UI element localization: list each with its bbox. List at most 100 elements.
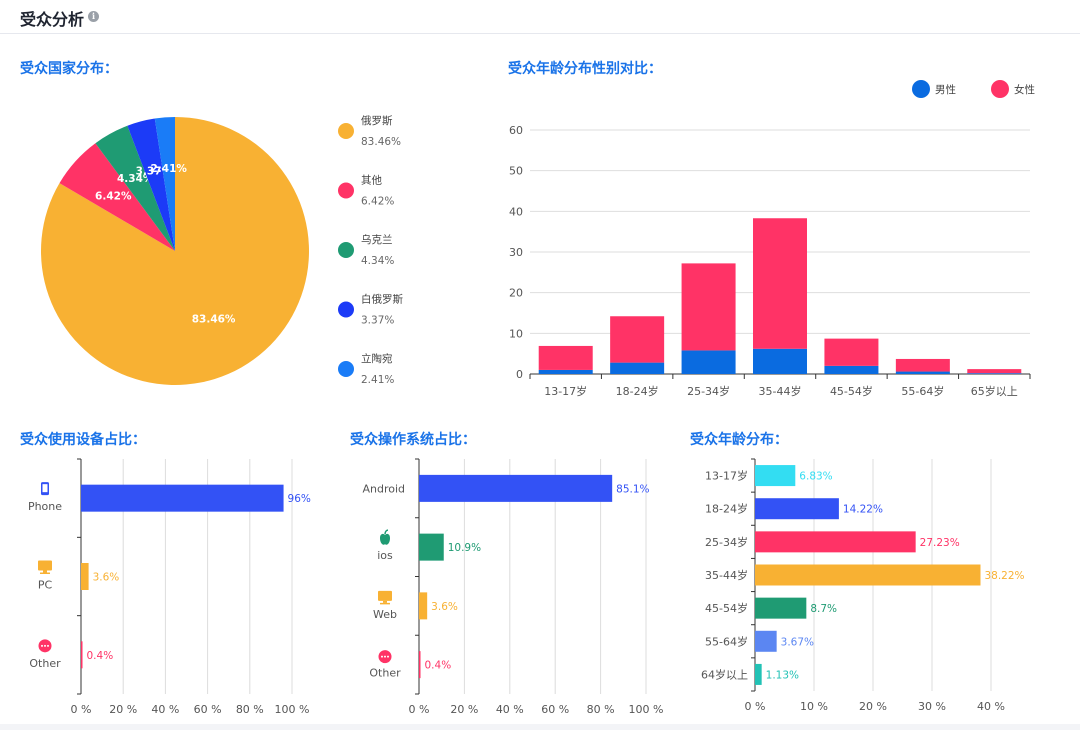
bar[interactable] — [755, 465, 796, 487]
y-category-label: Other — [369, 667, 401, 680]
footer-divider — [0, 724, 1080, 730]
x-tick-label: 40 % — [496, 703, 524, 716]
bar-value-label: 3.6% — [431, 601, 458, 613]
bar[interactable] — [755, 597, 807, 619]
info-icon[interactable]: i — [88, 11, 99, 22]
x-tick-label: 20 % — [859, 700, 887, 713]
pie-slice-4[interactable] — [127, 118, 175, 251]
pie-slice-2[interactable] — [59, 143, 175, 251]
bar[interactable] — [755, 498, 839, 520]
bar-value-label: 0.4% — [87, 650, 114, 662]
x-tick-label: 10 % — [800, 700, 828, 713]
y-tick-label: 40 — [509, 205, 523, 218]
legend-name: 立陶宛 — [361, 352, 393, 365]
device-section-title: 受众使用设备占比： — [20, 432, 146, 448]
bar[interactable] — [755, 630, 777, 652]
legend-marker[interactable] — [338, 301, 354, 318]
country-section-title: 受众国家分布： — [20, 61, 118, 77]
other-dot — [381, 655, 383, 658]
bar-female[interactable] — [681, 263, 736, 351]
y-category-label: 35-44岁 — [705, 568, 748, 582]
bar[interactable] — [755, 663, 762, 685]
bar[interactable] — [81, 563, 89, 590]
y-tick-label: 30 — [509, 246, 523, 259]
x-tick-label: 0 % — [71, 703, 92, 716]
legend-marker[interactable] — [338, 361, 354, 377]
age-section-title: 受众年龄分布： — [690, 432, 788, 448]
legend-name: 俄罗斯 — [361, 114, 393, 127]
bar-value-label: 8.7% — [810, 603, 837, 615]
bar[interactable] — [419, 592, 428, 620]
legend-marker[interactable] — [912, 80, 930, 98]
pie-slice-3[interactable] — [95, 125, 175, 251]
apple-leaf — [384, 529, 389, 535]
other-dot — [44, 644, 46, 647]
x-tick-label: 100 % — [629, 703, 664, 716]
legend-marker[interactable] — [991, 80, 1009, 98]
bar-value-label: 3.6% — [93, 572, 120, 584]
x-tick-label: 20 % — [109, 703, 137, 716]
y-category-label: 55-64岁 — [705, 634, 748, 648]
pie-slice-label: 4.34% — [117, 173, 154, 185]
bar-female[interactable] — [967, 369, 1022, 374]
bar[interactable] — [81, 641, 83, 669]
legend-value: 3.37% — [361, 315, 394, 327]
x-tick-label: 100 % — [275, 703, 310, 716]
bar-value-label: 85.1% — [616, 483, 649, 495]
bar-female[interactable] — [610, 316, 665, 363]
bar-male[interactable] — [753, 348, 807, 374]
bar[interactable] — [755, 564, 981, 586]
bar-male[interactable] — [967, 373, 1022, 374]
legend-marker[interactable] — [338, 242, 354, 258]
bar-value-label: 27.23% — [920, 537, 960, 549]
bar-female[interactable] — [753, 218, 807, 349]
other-dot — [384, 655, 386, 658]
y-tick-label: 10 — [509, 327, 523, 340]
x-tick-label: 30 % — [918, 700, 946, 713]
bar[interactable] — [81, 484, 284, 512]
bar[interactable] — [419, 474, 613, 502]
monitor-stand — [43, 570, 47, 573]
bar[interactable] — [419, 533, 444, 561]
page-title: 受众分析 — [20, 10, 85, 29]
legend-marker[interactable] — [338, 182, 354, 199]
legend-name: 男性 — [935, 83, 956, 96]
bar-male[interactable] — [610, 362, 665, 374]
bar-male[interactable] — [824, 365, 879, 374]
bar-male[interactable] — [538, 369, 593, 374]
y-category-label: Web — [373, 608, 397, 621]
y-category-label: 64岁以上 — [701, 667, 748, 681]
pie-slice-5[interactable] — [154, 117, 175, 251]
x-tick-label: 65岁以上 — [971, 384, 1018, 398]
legend-name: 女性 — [1014, 83, 1035, 96]
os-section-title: 受众操作系统占比： — [350, 432, 476, 448]
bar-value-label: 6.83% — [799, 471, 832, 483]
bar[interactable] — [419, 651, 421, 679]
bar-value-label: 0.4% — [425, 660, 452, 672]
pie-slice-label: 6.42% — [95, 190, 132, 202]
phone-screen — [42, 484, 48, 493]
bar-male[interactable] — [895, 371, 950, 374]
other-dot — [47, 644, 49, 647]
age-gender-section-title: 受众年龄分布性别对比： — [508, 61, 662, 77]
bar-female[interactable] — [538, 345, 593, 370]
other-dot — [41, 644, 43, 647]
legend-value: 4.34% — [361, 255, 394, 267]
x-tick-label: 55-64岁 — [901, 384, 944, 398]
bar-female[interactable] — [824, 338, 879, 366]
bar-female[interactable] — [895, 358, 950, 372]
bar-value-label: 96% — [288, 493, 311, 505]
web-icon — [378, 590, 392, 601]
legend-marker[interactable] — [338, 123, 354, 139]
pie-slice-label: 83.46% — [192, 313, 236, 325]
bar-male[interactable] — [681, 350, 736, 374]
x-tick-label: 13-17岁 — [544, 384, 587, 398]
legend-value: 2.41% — [361, 374, 394, 386]
y-category-label: 18-24岁 — [705, 502, 748, 516]
x-tick-label: 40 % — [977, 700, 1005, 713]
pc-icon — [38, 560, 52, 571]
x-tick-label: 60 % — [194, 703, 222, 716]
y-category-label: 25-34岁 — [705, 535, 748, 549]
pie-slice-1[interactable] — [41, 117, 309, 386]
bar[interactable] — [755, 531, 916, 553]
